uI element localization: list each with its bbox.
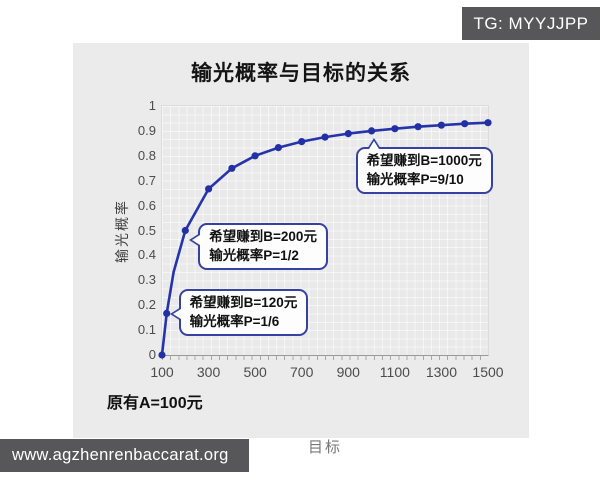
annotation-callout: 希望赚到B=200元 输光概率P=1/2 <box>189 222 328 270</box>
x-tick-label: 1100 <box>379 364 410 380</box>
y-tick-label: 0.1 <box>137 322 156 338</box>
x-tick-label: 700 <box>290 364 314 380</box>
annotation-line: 输光概率P=1/2 <box>209 247 299 263</box>
chart-title: 输光概率与目标的关系 <box>191 62 411 85</box>
y-tick-label: 0.9 <box>137 122 156 138</box>
x-axis-minor-ticks <box>162 356 488 360</box>
telegram-badge-text: TG: MYYJJPP <box>473 13 589 33</box>
data-point-marker <box>158 351 166 359</box>
annotation-pointer <box>189 232 201 247</box>
x-tick-label: 1500 <box>472 364 504 380</box>
y-tick-label: 0.6 <box>137 197 156 213</box>
data-point-marker <box>205 185 213 193</box>
annotation-callout: 希望赚到B=120元 输光概率P=1/6 <box>169 289 309 337</box>
annotation-line: 希望赚到B=1000元 <box>366 152 482 168</box>
probability-curve <box>158 119 492 359</box>
data-point-marker <box>251 152 259 160</box>
y-tick-label: 0.3 <box>137 272 156 288</box>
x-tick-label: 300 <box>196 364 221 380</box>
annotation-pointer <box>169 307 181 322</box>
data-point-marker <box>368 127 376 135</box>
watermark-bar: www.agzhenrenbaccarat.org <box>0 439 249 472</box>
y-tick-label: 0.5 <box>137 222 156 238</box>
y-tick-label: 1 <box>148 98 156 113</box>
x-tick-label: 1300 <box>425 364 457 380</box>
annotation-line: 输光概率P=9/10 <box>366 171 464 187</box>
data-point-marker <box>274 144 282 152</box>
data-point-marker <box>181 226 189 235</box>
x-axis-label: 目标 <box>307 439 342 456</box>
x-tick-label: 100 <box>150 364 174 380</box>
x-tick-label: 900 <box>336 364 360 380</box>
telegram-badge: TG: MYYJJPP <box>462 7 600 40</box>
data-point-marker <box>437 121 445 129</box>
data-point-marker <box>461 120 469 128</box>
initial-capital-note: 原有A=100元 <box>107 395 203 412</box>
data-point-marker <box>321 133 329 141</box>
chart-card: 输光概率与目标的关系 输光概率 目标 0 0.1 0.2 0.3 0.4 0.5 0.6 0.… <box>73 43 529 457</box>
data-point-marker <box>163 309 171 317</box>
annotation-callout: 希望赚到B=1000元 输光概率P=9/10 <box>355 137 493 194</box>
y-tick-label: 0.4 <box>137 247 156 263</box>
annotation-line: 希望赚到B=120元 <box>189 295 298 311</box>
annotation-pointer <box>366 137 381 149</box>
data-point-marker <box>484 119 492 127</box>
y-tick-label: 0.7 <box>137 172 156 188</box>
y-tick-label: 0.8 <box>137 147 156 163</box>
data-point-marker <box>228 164 236 172</box>
y-tick-label: 0.2 <box>137 297 156 313</box>
data-point-marker <box>414 123 422 131</box>
watermark-url: www.agzhenrenbaccarat.org <box>12 446 229 464</box>
data-point-marker <box>391 125 399 133</box>
annotation-line: 希望赚到B=200元 <box>209 228 317 244</box>
x-tick-label: 500 <box>243 364 267 380</box>
data-point-marker <box>298 138 306 146</box>
annotation-line: 输光概率P=1/6 <box>189 314 280 330</box>
data-point-marker <box>344 130 352 138</box>
plot-area: 输光概率 目标 0 0.1 0.2 0.3 0.4 0.5 0.6 0.7 0.8 0.9 1 100… <box>114 99 504 457</box>
y-tick-label: 0 <box>148 347 156 362</box>
